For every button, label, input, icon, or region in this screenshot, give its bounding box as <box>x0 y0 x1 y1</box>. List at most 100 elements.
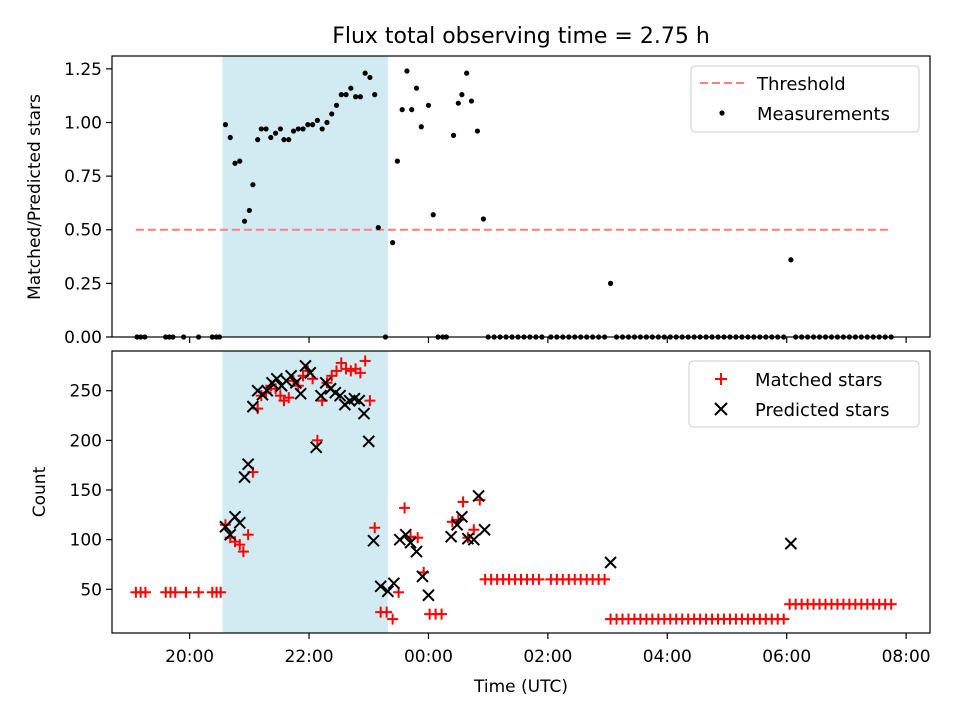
matched-star-point <box>219 519 231 531</box>
predicted-star-point <box>784 537 798 550</box>
predicted-star-point <box>314 389 328 402</box>
measurement-point <box>232 160 238 166</box>
bottom-y-tick-label: 150 <box>70 481 102 501</box>
top-y-tick-label: 0.25 <box>64 274 102 294</box>
measurement-point <box>241 218 248 224</box>
top-y-tick-label: 0.50 <box>64 221 102 241</box>
matched-star-point <box>364 395 376 407</box>
bottom-panel-shaded-span <box>222 351 388 633</box>
matched-star-point <box>533 573 545 585</box>
x-tick-label: 00:00 <box>404 647 453 667</box>
measurement-point <box>310 122 316 128</box>
predicted-stars-legend-swatch <box>714 402 728 416</box>
matched-star-point <box>778 613 790 625</box>
x-tick-label: 22:00 <box>285 647 334 667</box>
predicted-star-point <box>422 589 435 602</box>
predicted-star-point <box>289 376 303 389</box>
bottom-y-tick-label: 200 <box>70 431 102 451</box>
measurement-point <box>404 68 410 74</box>
x-tick-label: 06:00 <box>762 647 811 667</box>
predicted-star-point <box>387 577 401 590</box>
matched-star-point <box>340 363 352 375</box>
matched-stars-series <box>130 355 897 625</box>
matched-stars-legend-swatch <box>715 373 727 385</box>
measurement-point <box>222 122 229 128</box>
measurement-point <box>348 85 354 91</box>
measurement-point <box>390 240 396 246</box>
measurement-point <box>329 111 335 117</box>
measurement-point <box>425 102 432 108</box>
matched-star-point <box>436 608 448 620</box>
matched-stars-legend-label: Matched stars <box>755 370 882 391</box>
predicted-star-point <box>284 369 298 383</box>
x-tick-label: 20:00 <box>165 647 214 667</box>
predicted-star-point <box>455 510 469 524</box>
matched-star-point <box>885 598 897 610</box>
predicted-star-point <box>444 530 458 543</box>
top-y-tick-label: 1.00 <box>64 113 102 133</box>
matched-star-point <box>412 532 424 544</box>
chart-title: Flux total observing time = 2.75 h <box>332 24 710 49</box>
predicted-star-point <box>404 536 417 549</box>
predicted-star-point <box>478 523 491 536</box>
measurement-point <box>430 212 436 218</box>
measurement-point <box>362 70 368 76</box>
measurement-point <box>281 137 287 143</box>
top-panel: 0.00 0.25 0.50 0.75 1.00 1.25 Matched/Predict… <box>25 55 931 348</box>
measurement-point <box>375 225 381 231</box>
matched-star-point <box>234 539 246 551</box>
matched-star-point <box>180 586 192 598</box>
bottom-x-axis: 20:00 22:00 00:00 02:00 04:00 06:00 08:00 <box>165 633 931 667</box>
measurement-point <box>286 137 292 143</box>
measurement-point <box>353 94 359 100</box>
predicted-star-point <box>219 520 232 533</box>
top-legend: Threshold Measurements <box>690 65 920 133</box>
measurement-point <box>300 126 306 132</box>
measurement-point <box>418 124 424 130</box>
top-panel-shaded-span <box>222 56 388 337</box>
measurement-point <box>607 280 614 286</box>
top-y-tick-label: 1.25 <box>64 60 102 80</box>
predicted-star-point <box>399 528 412 541</box>
matched-star-point <box>193 586 205 598</box>
matched-star-point <box>399 502 411 514</box>
measurement-point <box>357 94 363 100</box>
x-tick-label: 08:00 <box>882 647 931 667</box>
matched-star-point <box>354 367 366 379</box>
bottom-legend: Matched stars Predicted stars <box>688 360 920 428</box>
matched-star-point <box>335 357 347 369</box>
measurement-point <box>409 107 415 113</box>
top-y-tick-label: 0.75 <box>64 167 102 187</box>
predicted-star-point <box>357 407 371 420</box>
measurement-point <box>246 207 252 214</box>
measurement-point <box>788 257 794 263</box>
measurement-point <box>468 98 475 104</box>
bottom-panel: 50 100 150 200 250 20:00 22:00 00:00 02:00 04:00… <box>30 350 931 697</box>
measurement-point <box>333 102 340 108</box>
predicted-star-point <box>224 528 237 541</box>
matched-star-point <box>369 522 381 534</box>
threshold-legend-label: Threshold <box>756 74 846 95</box>
matched-star-point <box>457 496 469 508</box>
measurement-point <box>263 126 269 132</box>
measurement-point <box>367 74 373 81</box>
predicted-star-point <box>467 533 481 546</box>
top-legend-frame <box>690 65 920 133</box>
predicted-star-point <box>367 534 380 547</box>
predicted-star-point <box>362 435 375 448</box>
matched-star-point <box>359 355 371 367</box>
measurement-point <box>450 132 457 138</box>
bottom-y-tick-label: 100 <box>70 531 102 551</box>
bottom-y-axis: 50 100 150 200 250 <box>70 382 112 600</box>
measurement-point <box>338 92 344 98</box>
predicted-star-point <box>294 387 307 400</box>
top-y-axis-label: Matched/Predicted stars <box>25 94 45 300</box>
measurement-point <box>394 158 401 164</box>
predicted-star-point <box>233 516 246 529</box>
predicted-star-point <box>299 359 312 373</box>
predicted-star-point <box>604 556 617 569</box>
x-tick-label: 02:00 <box>523 647 572 667</box>
top-plot-frame <box>111 55 931 338</box>
matched-star-point <box>311 434 323 446</box>
